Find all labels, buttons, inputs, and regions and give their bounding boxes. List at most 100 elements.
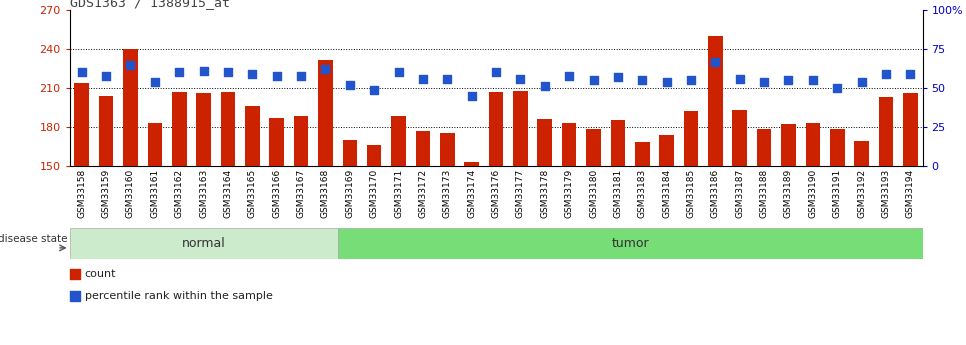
- Point: [440, 76, 455, 81]
- Bar: [367, 145, 382, 166]
- Bar: [586, 129, 601, 166]
- Text: GSM33159: GSM33159: [101, 169, 111, 218]
- Point: [878, 71, 894, 77]
- Text: GSM33172: GSM33172: [418, 169, 427, 218]
- Text: GSM33162: GSM33162: [175, 169, 184, 218]
- Bar: [270, 118, 284, 166]
- Bar: [806, 123, 820, 166]
- Point: [318, 67, 333, 72]
- Point: [147, 79, 162, 85]
- Text: GSM33180: GSM33180: [589, 169, 598, 218]
- Bar: [415, 131, 430, 166]
- Point: [781, 78, 796, 83]
- Text: count: count: [85, 269, 116, 279]
- Text: GSM33170: GSM33170: [370, 169, 379, 218]
- Bar: [99, 96, 113, 166]
- Text: GSM33179: GSM33179: [565, 169, 574, 218]
- Text: GSM33173: GSM33173: [442, 169, 452, 218]
- Point: [830, 85, 845, 91]
- Point: [561, 73, 577, 78]
- Text: GSM33184: GSM33184: [662, 169, 671, 218]
- Point: [488, 70, 504, 75]
- Point: [708, 59, 724, 65]
- Point: [269, 73, 284, 78]
- Point: [537, 84, 553, 89]
- Point: [391, 70, 407, 75]
- Bar: [245, 106, 260, 166]
- Bar: [830, 129, 844, 166]
- Point: [611, 75, 626, 80]
- Text: GSM33160: GSM33160: [126, 169, 135, 218]
- Bar: [440, 133, 455, 166]
- Point: [196, 68, 212, 74]
- Text: GSM33194: GSM33194: [906, 169, 915, 218]
- Bar: [391, 117, 406, 166]
- Text: disease state: disease state: [0, 234, 68, 244]
- Bar: [781, 124, 796, 166]
- Bar: [465, 162, 479, 166]
- Bar: [660, 135, 674, 166]
- Bar: [196, 93, 211, 166]
- Text: GSM33171: GSM33171: [394, 169, 403, 218]
- Text: GSM33190: GSM33190: [809, 169, 817, 218]
- Point: [635, 78, 650, 83]
- Text: GSM33189: GSM33189: [784, 169, 793, 218]
- Point: [805, 78, 820, 83]
- Text: GSM33185: GSM33185: [687, 169, 696, 218]
- Text: GSM33193: GSM33193: [881, 169, 891, 218]
- Point: [74, 70, 90, 75]
- Text: GSM33161: GSM33161: [151, 169, 159, 218]
- Text: normal: normal: [182, 237, 225, 250]
- Point: [327, 9, 342, 15]
- Bar: [708, 36, 723, 166]
- Text: GSM33183: GSM33183: [638, 169, 647, 218]
- Text: GSM33187: GSM33187: [735, 169, 744, 218]
- Point: [123, 62, 138, 68]
- Point: [585, 78, 601, 83]
- Text: tumor: tumor: [611, 237, 649, 250]
- Bar: [148, 123, 162, 166]
- Point: [172, 70, 187, 75]
- Bar: [732, 110, 747, 166]
- Text: percentile rank within the sample: percentile rank within the sample: [85, 291, 272, 301]
- Point: [220, 70, 236, 75]
- Point: [327, 213, 342, 218]
- Bar: [562, 123, 577, 166]
- Text: GDS1363 / 1388915_at: GDS1363 / 1388915_at: [70, 0, 230, 9]
- Bar: [318, 60, 332, 166]
- Point: [464, 93, 479, 99]
- Bar: [338, 228, 923, 259]
- Text: GSM33178: GSM33178: [540, 169, 550, 218]
- Bar: [903, 93, 918, 166]
- Bar: [635, 142, 649, 166]
- Text: GSM33177: GSM33177: [516, 169, 525, 218]
- Text: GSM33176: GSM33176: [492, 169, 500, 218]
- Point: [366, 87, 382, 92]
- Text: GSM33164: GSM33164: [223, 169, 233, 218]
- Point: [902, 71, 918, 77]
- Point: [513, 76, 528, 81]
- Text: GSM33186: GSM33186: [711, 169, 720, 218]
- Text: GSM33163: GSM33163: [199, 169, 208, 218]
- Text: GSM33169: GSM33169: [345, 169, 355, 218]
- Text: GSM33192: GSM33192: [857, 169, 867, 218]
- Bar: [756, 129, 772, 166]
- Bar: [684, 111, 698, 166]
- Bar: [74, 83, 89, 166]
- Point: [294, 73, 309, 78]
- Bar: [489, 92, 503, 166]
- Point: [415, 76, 431, 81]
- Point: [683, 78, 698, 83]
- Point: [99, 73, 114, 78]
- Bar: [70, 228, 338, 259]
- Text: GSM33188: GSM33188: [759, 169, 769, 218]
- Bar: [611, 120, 625, 166]
- Point: [756, 79, 772, 85]
- Bar: [879, 97, 894, 166]
- Point: [244, 71, 260, 77]
- Bar: [513, 90, 527, 166]
- Text: GSM33174: GSM33174: [468, 169, 476, 218]
- Bar: [220, 92, 236, 166]
- Point: [659, 79, 674, 85]
- Point: [342, 82, 357, 88]
